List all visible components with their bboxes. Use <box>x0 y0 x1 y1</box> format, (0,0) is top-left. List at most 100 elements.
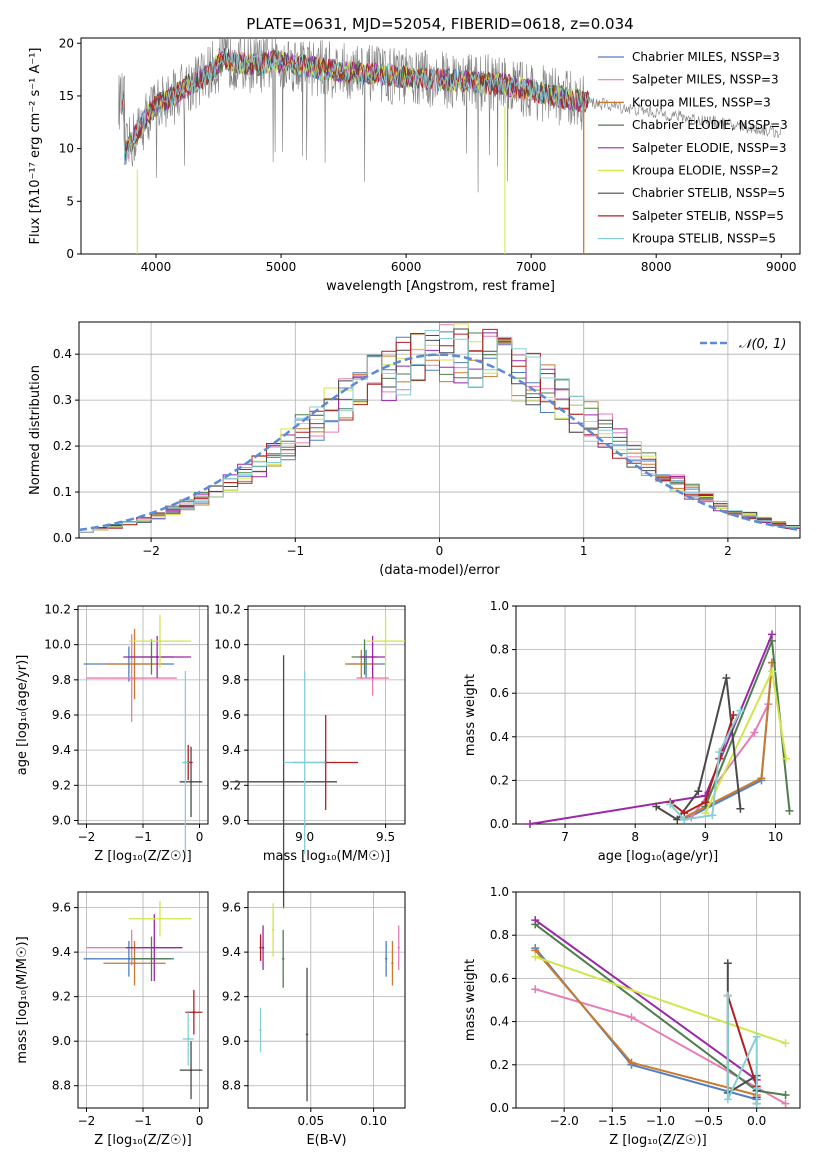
y-tick-label: 0.1 <box>53 485 72 499</box>
y-tick-label: 0.6 <box>490 686 509 700</box>
y-tick-label: 10.2 <box>44 603 71 617</box>
point <box>271 928 275 932</box>
legend-label: Kroupa ELODIE, NSSP=2 <box>632 164 779 178</box>
weight-marker <box>666 800 675 809</box>
point <box>184 761 187 764</box>
y-tick-label: 0.8 <box>490 928 509 942</box>
y-tick-label: 15 <box>59 89 74 103</box>
point <box>158 917 162 920</box>
point <box>384 639 387 643</box>
model-spectrum-kroupa_elodie <box>120 51 590 160</box>
legend-label: Chabrier MILES, NSSP=3 <box>632 50 780 64</box>
y-tick-label: 20 <box>59 36 74 50</box>
y-tick-label: 0.0 <box>490 1101 509 1115</box>
weight-marker <box>757 774 766 783</box>
point <box>303 761 306 764</box>
point <box>153 946 156 949</box>
x-tick-label: −2 <box>78 1114 96 1128</box>
weight-line-chabrier_stelib <box>726 963 758 1104</box>
y-tick-label: 9.2 <box>52 990 71 1004</box>
y-tick-label: 9.6 <box>222 708 241 722</box>
point <box>133 962 136 965</box>
x-tick-label: −1.0 <box>646 1114 675 1128</box>
axes-frame <box>515 891 801 1109</box>
y-tick-label: 0.0 <box>53 531 72 545</box>
axes-frame <box>80 37 801 255</box>
point <box>189 1068 193 1072</box>
weight-line-kroupa_elodie <box>534 955 786 1045</box>
point <box>189 780 193 784</box>
panel-weight_vs_age: 7 8 9 10 0.0 0.2 0.4 0.6 0.8 1.0 age [log₁₀(age/yr… <box>463 599 801 864</box>
weight-marker <box>729 711 738 719</box>
y-tick-label: 9.2 <box>222 778 241 792</box>
x-tick-label: −0.5 <box>694 1114 723 1128</box>
point <box>384 957 388 961</box>
x-tick-label: 2 <box>724 544 732 558</box>
x-tick-label: −2 <box>142 544 160 558</box>
y-tick-label: 0.4 <box>490 1015 509 1029</box>
weight-line-salpeter_elodie <box>534 919 758 1081</box>
panel-spectrum: 4000 5000 6000 7000 8000 9000 0 5 10 15 20 waveleng… <box>28 36 801 294</box>
x-tick-label: 0 <box>196 1114 204 1128</box>
x-axis-label: Z [log₁₀(Z/Z☉)] <box>94 849 191 864</box>
x-tick-label: 0.0 <box>747 1114 766 1128</box>
legend-label: Chabrier ELODIE, NSSP=3 <box>632 118 788 132</box>
weight-marker <box>736 804 745 813</box>
y-tick-label: 9.0 <box>52 813 71 827</box>
weight-marker <box>531 916 540 925</box>
y-tick-label: 10.0 <box>44 638 71 652</box>
y-tick-label: 9.6 <box>52 901 71 915</box>
point <box>282 780 285 784</box>
y-tick-label: 9.4 <box>222 743 241 757</box>
x-tick-label: 9000 <box>766 260 797 274</box>
point <box>133 662 136 666</box>
histogram-salpeter_stelib <box>79 328 800 533</box>
weight-line-kroupa_elodie <box>704 668 787 814</box>
weight-marker <box>767 630 776 639</box>
model-spectrum-kroupa_stelib <box>120 48 590 164</box>
weight-marker <box>752 1099 761 1108</box>
x-tick-label: 0 <box>436 544 444 558</box>
x-axis-label: age [log₁₀(age/yr)] <box>598 849 719 864</box>
y-tick-label: 9.8 <box>52 673 71 687</box>
point <box>281 957 285 961</box>
y-axis-label: age [log₁₀(age/yr)] <box>15 655 30 776</box>
panel-mass_vs_metallicity: −2 −1 0 8.8 9.0 9.2 9.4 9.6 Z [log₁₀(Z/Z☉)] mass … <box>15 891 209 1148</box>
point <box>150 957 153 961</box>
x-tick-label: −2.0 <box>550 1114 579 1128</box>
y-tick-label: 5 <box>66 194 74 208</box>
x-axis-label: (data-model)/error <box>379 563 500 578</box>
weight-marker <box>750 728 759 737</box>
y-tick-label: 0.2 <box>53 439 72 453</box>
y-axis-label: mass weight <box>463 674 478 756</box>
legend-label: Kroupa STELIB, NSSP=5 <box>632 232 776 246</box>
x-tick-label: −1.5 <box>598 1114 627 1128</box>
weight-marker <box>708 811 717 820</box>
point <box>391 962 394 965</box>
point <box>127 957 131 961</box>
weight-marker <box>781 1039 790 1048</box>
y-tick-label: 9.4 <box>52 743 71 757</box>
y-tick-label: 1.0 <box>490 599 509 613</box>
panel-age_vs_metallicity: −2 −1 0 9.0 9.2 9.4 9.6 9.8 10.0 10.2 Z [log₁₀(Z/Z… <box>15 603 209 864</box>
point <box>259 1028 262 1032</box>
y-tick-label: 0.4 <box>490 730 509 744</box>
charts-layer: 4000 5000 6000 7000 8000 900005101520waveleng… <box>15 36 801 1148</box>
x-axis-label: Z [log₁₀(Z/Z☉)] <box>94 1133 191 1148</box>
weight-marker <box>715 748 724 757</box>
x-tick-label: 9.5 <box>376 830 395 844</box>
point <box>187 1037 190 1041</box>
weight-marker <box>627 1058 636 1067</box>
x-axis-label: E(B-V) <box>306 1133 346 1148</box>
x-tick-label: 0.10 <box>360 1114 387 1128</box>
normal-curve <box>78 353 798 532</box>
y-tick-label: 1.0 <box>490 885 509 899</box>
x-tick-label: 1 <box>580 544 588 558</box>
weight-marker <box>680 815 689 824</box>
x-tick-label: 0 <box>196 830 204 844</box>
panel-weight_vs_metallicity: −2.0 −1.5 −1.0 −0.5 0.0 0.0 0.2 0.4 0.6 0.8 1.0 Z [… <box>463 885 801 1148</box>
x-tick-label: 6000 <box>391 260 422 274</box>
weight-marker <box>531 952 540 961</box>
y-tick-label: 8.8 <box>222 1079 241 1093</box>
weight-marker <box>627 1013 636 1022</box>
